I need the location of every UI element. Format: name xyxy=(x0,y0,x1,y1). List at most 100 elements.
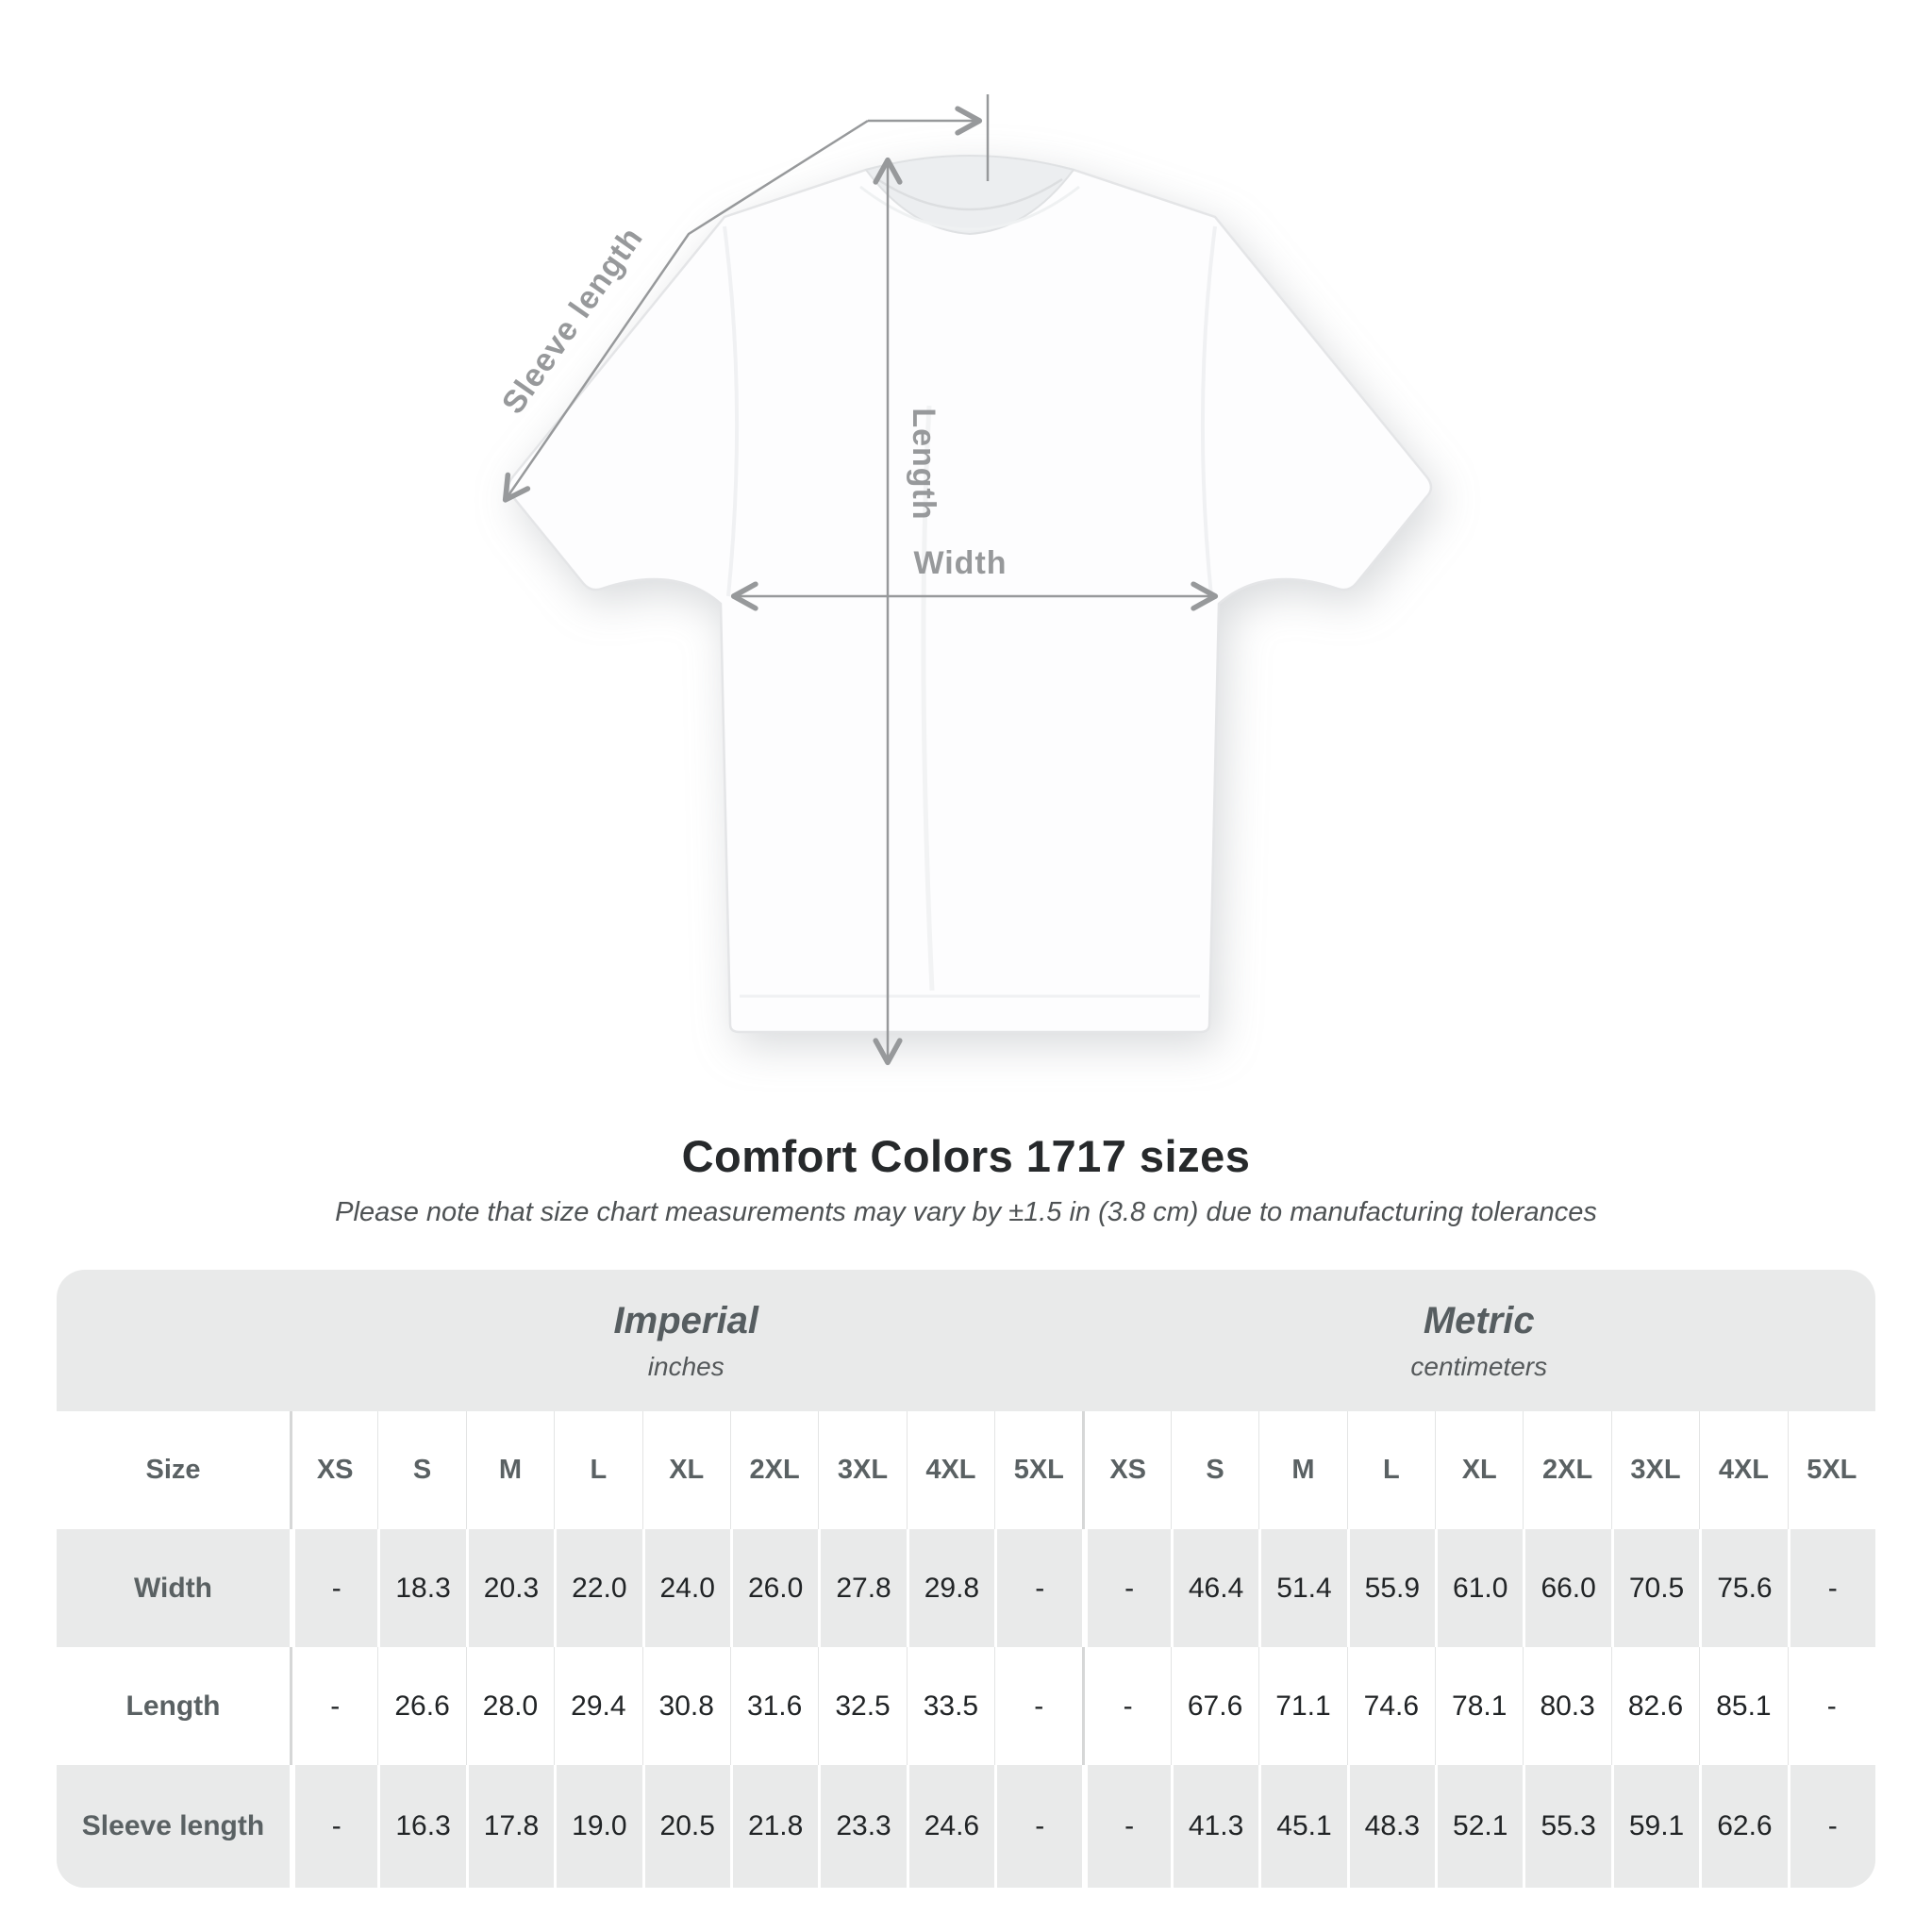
table-cell: 75.6 xyxy=(1699,1529,1787,1647)
table-cell: 52.1 xyxy=(1435,1765,1523,1888)
row-label-width: Width xyxy=(133,1572,213,1604)
size-header-metric-m: M xyxy=(1258,1411,1346,1529)
table-cell: 66.0 xyxy=(1523,1529,1610,1647)
size-header-imperial-5xl: 5XL xyxy=(994,1411,1082,1529)
unit-header-row: Imperial inches Metric centimeters xyxy=(57,1270,1875,1411)
table-cell: 29.8 xyxy=(906,1529,994,1647)
table-cell: - xyxy=(994,1529,1082,1647)
table-cell: 31.6 xyxy=(729,1647,818,1765)
tshirt-silhouette xyxy=(507,155,1433,1034)
size-header-metric-4xl: 4XL xyxy=(1699,1411,1787,1529)
table-cell: 23.3 xyxy=(818,1765,906,1888)
table-cell: 78.1 xyxy=(1435,1647,1523,1765)
right-armhole-seam xyxy=(1200,225,1217,597)
size-header-imperial-3xl: 3XL xyxy=(818,1411,906,1529)
table-row-width: Width - 18.3 20.3 22.0 24.0 26.0 27.8 29… xyxy=(57,1529,1875,1647)
table-cell: 24.6 xyxy=(906,1765,994,1888)
width-label: Width xyxy=(913,545,1007,581)
imperial-group-header: Imperial inches xyxy=(290,1270,1083,1411)
table-cell: - xyxy=(1082,1647,1170,1765)
left-armhole-seam xyxy=(723,225,740,597)
size-header-metric-3xl: 3XL xyxy=(1610,1411,1699,1529)
size-header-metric-s: S xyxy=(1170,1411,1258,1529)
size-header-metric-5xl: 5XL xyxy=(1787,1411,1875,1529)
table-cell: - xyxy=(994,1647,1082,1765)
table-cell: - xyxy=(1787,1647,1875,1765)
imperial-group-name: Imperial xyxy=(613,1299,758,1341)
table-cell: 28.0 xyxy=(465,1647,554,1765)
table-cell: 46.4 xyxy=(1170,1529,1258,1647)
table-cell: - xyxy=(1787,1529,1875,1647)
table-row-sleeve-length: Sleeve length - 16.3 17.8 19.0 20.5 21.8… xyxy=(57,1765,1875,1888)
table-cell: 24.0 xyxy=(641,1529,730,1647)
size-header-imperial-m: M xyxy=(465,1411,554,1529)
table-cell: 20.5 xyxy=(641,1765,730,1888)
row-label-length: Length xyxy=(125,1690,221,1722)
table-cell: 32.5 xyxy=(818,1647,906,1765)
table-cell: 82.6 xyxy=(1610,1647,1699,1765)
metric-group-header: Metric centimeters xyxy=(1083,1270,1876,1411)
size-header-imperial-l: L xyxy=(554,1411,641,1529)
table-cell: 16.3 xyxy=(377,1765,465,1888)
size-header-metric-2xl: 2XL xyxy=(1523,1411,1610,1529)
table-cell: 21.8 xyxy=(729,1765,818,1888)
table-cell: 27.8 xyxy=(818,1529,906,1647)
metric-group-unit: centimeters xyxy=(1410,1351,1548,1381)
table-cell: 71.1 xyxy=(1258,1647,1346,1765)
size-header-imperial-xl: XL xyxy=(641,1411,730,1529)
table-cell: 33.5 xyxy=(906,1647,994,1765)
size-header-imperial-s: S xyxy=(377,1411,465,1529)
table-cell: 22.0 xyxy=(554,1529,641,1647)
measurement-lines xyxy=(502,94,1219,1066)
table-cell: 45.1 xyxy=(1258,1765,1346,1888)
table-cell: 48.3 xyxy=(1346,1765,1435,1888)
table-cell: 55.9 xyxy=(1346,1529,1435,1647)
table-cell: 85.1 xyxy=(1699,1647,1787,1765)
body-fold xyxy=(921,405,935,991)
table-cell: 51.4 xyxy=(1258,1529,1346,1647)
table-cell: - xyxy=(290,1765,377,1888)
table-cell: 70.5 xyxy=(1610,1529,1699,1647)
table-cell: - xyxy=(994,1765,1082,1888)
table-cell: 17.8 xyxy=(465,1765,554,1888)
size-header-imperial-4xl: 4XL xyxy=(906,1411,994,1529)
table-cell: - xyxy=(1082,1529,1170,1647)
table-row-length: Length - 26.6 28.0 29.4 30.8 31.6 32.5 3… xyxy=(57,1647,1875,1765)
table-cell: 62.6 xyxy=(1699,1765,1787,1888)
length-label: Length xyxy=(906,408,941,520)
table-cell: 67.6 xyxy=(1170,1647,1258,1765)
table-cell: - xyxy=(290,1647,377,1765)
size-header-metric-l: L xyxy=(1346,1411,1435,1529)
table-cell: 26.6 xyxy=(377,1647,465,1765)
metric-group-name: Metric xyxy=(1423,1299,1535,1341)
size-diagram: Sleeve length Length Width xyxy=(495,94,1433,1066)
table-cell: 30.8 xyxy=(641,1647,730,1765)
table-cell: 74.6 xyxy=(1346,1647,1435,1765)
size-header-metric-xl: XL xyxy=(1435,1411,1523,1529)
sleeve-length-arrow-diagonal xyxy=(502,119,869,503)
table-cell: 41.3 xyxy=(1170,1765,1258,1888)
row-label-sleeve-length: Sleeve length xyxy=(81,1810,265,1841)
table-cell: 19.0 xyxy=(554,1765,641,1888)
table-cell: 80.3 xyxy=(1523,1647,1610,1765)
table-cell: 55.3 xyxy=(1523,1765,1610,1888)
table-cell: - xyxy=(1082,1765,1170,1888)
size-header-row: Size XS S M L XL 2XL 3XL 4XL 5XL XS S M … xyxy=(57,1411,1875,1529)
size-column-header: Size xyxy=(145,1455,201,1485)
table-cell: - xyxy=(290,1529,377,1647)
page-title: Comfort Colors 1717 sizes xyxy=(681,1131,1251,1181)
size-header-imperial-2xl: 2XL xyxy=(729,1411,818,1529)
unit-header-spacer xyxy=(57,1270,290,1411)
size-header-imperial-xs: XS xyxy=(290,1411,377,1529)
table-cell: 59.1 xyxy=(1610,1765,1699,1888)
size-header-metric-xs: XS xyxy=(1082,1411,1170,1529)
table-cell: - xyxy=(1787,1765,1875,1888)
table-cell: 29.4 xyxy=(554,1647,641,1765)
table-cell: 61.0 xyxy=(1435,1529,1523,1647)
table-cell: 20.3 xyxy=(465,1529,554,1647)
tshirt-graphic xyxy=(507,155,1433,1034)
table-cell: 26.0 xyxy=(729,1529,818,1647)
imperial-group-unit: inches xyxy=(647,1351,724,1381)
tshirt-measurement-svg: Sleeve length Length Width xyxy=(495,94,1433,1066)
size-table: Imperial inches Metric centimeters Size … xyxy=(57,1270,1875,1888)
